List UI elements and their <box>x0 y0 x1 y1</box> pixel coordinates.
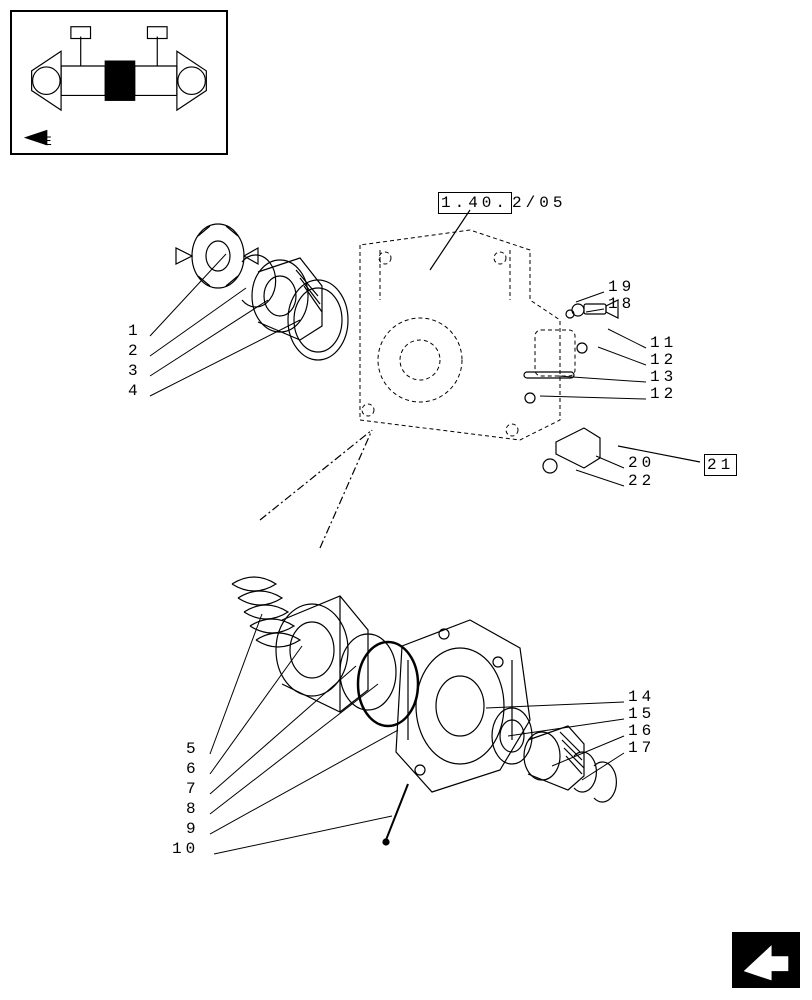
callout-8: 8 <box>186 800 200 818</box>
callout-5: 5 <box>186 740 200 758</box>
reference-suffix: 2/05 <box>512 194 566 212</box>
reference-prefix-boxed: 1.40. <box>438 192 512 214</box>
boxed-21-value: 21 <box>704 454 737 476</box>
arrow-icon <box>734 934 798 986</box>
next-page-arrow-box[interactable] <box>732 932 800 988</box>
callout-12b: 12 <box>650 385 677 403</box>
callout-20: 20 <box>628 454 655 472</box>
callout-18: 18 <box>608 295 635 313</box>
callout-15: 15 <box>628 705 655 723</box>
callout-12: 12 <box>650 351 677 369</box>
callout-17: 17 <box>628 739 655 757</box>
reference-callout: 1.40.2/05 <box>438 192 566 214</box>
callout-7: 7 <box>186 780 200 798</box>
callout-6: 6 <box>186 760 200 778</box>
callout-2: 2 <box>128 342 142 360</box>
callout-10: 10 <box>172 840 199 858</box>
callout-11: 11 <box>650 334 677 352</box>
thumbnail-axle-svg <box>12 12 226 154</box>
callout-16: 16 <box>628 722 655 740</box>
callout-9: 9 <box>186 820 200 838</box>
callout-1: 1 <box>128 322 142 340</box>
callout-22: 22 <box>628 472 655 490</box>
callout-19: 19 <box>608 278 635 296</box>
thumbnail-reference-box <box>10 10 228 155</box>
callout-3: 3 <box>128 362 142 380</box>
callout-4: 4 <box>128 382 142 400</box>
boxed-callout-21: 21 <box>704 454 737 476</box>
callout-14: 14 <box>628 688 655 706</box>
thumbnail-caption: E <box>44 134 54 149</box>
callout-13: 13 <box>650 368 677 386</box>
